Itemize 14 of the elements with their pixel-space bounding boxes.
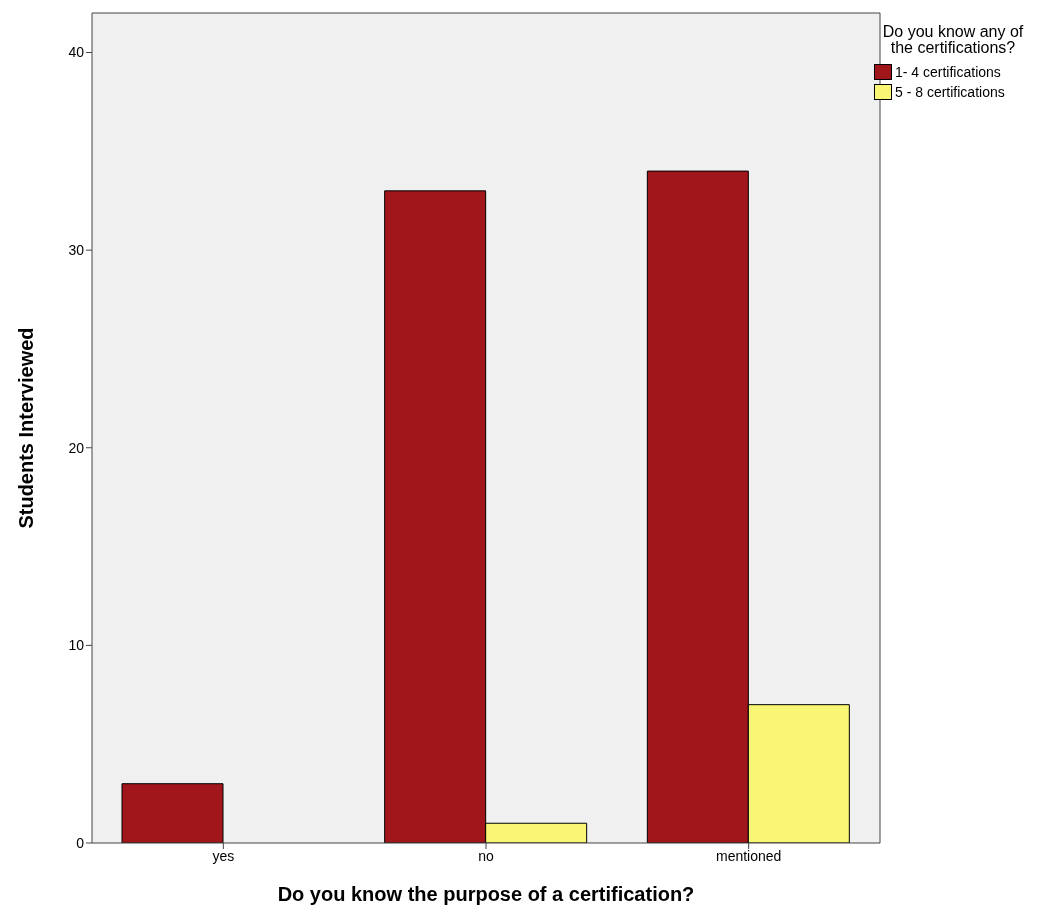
y-tick-label: 0 [76, 834, 85, 851]
y-tick-label: 10 [68, 637, 85, 654]
y-tick-label: 30 [68, 242, 85, 259]
legend-label: 1- 4 certifications [895, 64, 1001, 80]
bar [121, 783, 224, 843]
x-tick-label: no [478, 847, 494, 864]
y-tick-label: 40 [68, 44, 85, 61]
y-axis-title: Students Interviewed [15, 327, 38, 529]
legend-title: Do you know any of the certifications? [881, 23, 1025, 56]
y-tick-label: 20 [68, 439, 85, 456]
x-tick-label: mentioned [715, 847, 782, 864]
x-axis-title: Do you know the purpose of a certification? [277, 883, 695, 905]
legend-label: 5 - 8 certifications [895, 84, 1005, 100]
x-tick-label: yes [212, 847, 235, 864]
